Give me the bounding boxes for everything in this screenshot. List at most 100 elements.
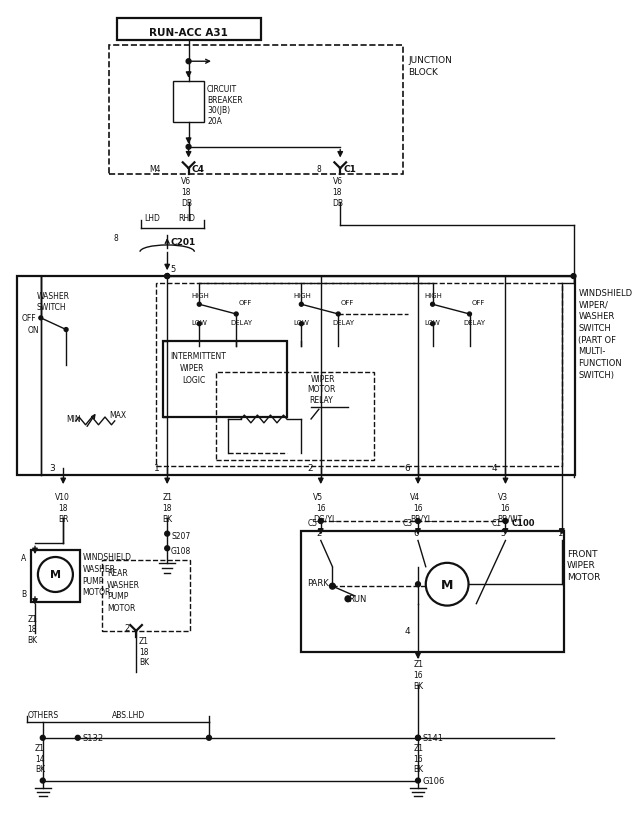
Text: M4: M4	[149, 165, 161, 173]
Text: S132: S132	[83, 733, 104, 742]
Text: 4: 4	[492, 463, 497, 472]
Circle shape	[571, 274, 576, 279]
Text: BK: BK	[413, 764, 423, 773]
Circle shape	[186, 59, 191, 64]
Text: C100: C100	[511, 519, 535, 528]
Text: PUMP: PUMP	[83, 576, 104, 585]
Text: FUNCTION: FUNCTION	[579, 359, 622, 368]
Circle shape	[197, 303, 201, 307]
Text: FRONT: FRONT	[566, 549, 597, 558]
Text: BR: BR	[58, 514, 69, 523]
Circle shape	[76, 736, 80, 741]
Text: (PART OF: (PART OF	[579, 335, 616, 344]
Text: 16: 16	[500, 503, 510, 512]
Text: 5: 5	[500, 528, 506, 538]
Text: A: A	[21, 553, 27, 563]
Text: 18: 18	[163, 503, 172, 512]
Bar	[31, 551, 80, 602]
Text: SWITCH: SWITCH	[579, 324, 611, 333]
Text: M: M	[50, 570, 61, 580]
Text: 16: 16	[413, 670, 423, 680]
Circle shape	[164, 274, 170, 279]
Text: WASHER: WASHER	[579, 312, 614, 321]
Text: Z1: Z1	[35, 743, 45, 752]
Text: S207: S207	[171, 532, 190, 540]
Text: DB: DB	[181, 198, 192, 207]
Text: 18: 18	[58, 503, 68, 512]
Circle shape	[415, 778, 420, 783]
Circle shape	[39, 317, 43, 320]
Text: CIRCUIT: CIRCUIT	[207, 84, 237, 94]
Text: BK: BK	[28, 635, 37, 645]
Text: Z1: Z1	[28, 614, 37, 623]
Circle shape	[415, 736, 420, 741]
Circle shape	[415, 582, 420, 587]
Text: 18: 18	[332, 188, 342, 196]
Bar	[109, 46, 403, 175]
Text: JUNCTION: JUNCTION	[408, 56, 452, 64]
Bar	[102, 560, 189, 631]
Text: WASHER: WASHER	[37, 292, 70, 301]
Text: BR/WT: BR/WT	[498, 514, 523, 523]
Text: 4: 4	[404, 627, 410, 635]
Circle shape	[164, 274, 170, 279]
Text: S141: S141	[423, 733, 444, 742]
Text: C4: C4	[191, 165, 205, 173]
Circle shape	[503, 519, 508, 524]
Text: MOTOR: MOTOR	[107, 604, 135, 612]
Bar	[163, 342, 287, 417]
Text: 8: 8	[114, 233, 118, 242]
Circle shape	[415, 519, 420, 524]
Text: RUN: RUN	[348, 594, 366, 604]
Text: WIPER/: WIPER/	[579, 300, 608, 309]
Text: REAR: REAR	[107, 568, 127, 578]
Text: V6: V6	[181, 177, 191, 186]
Text: BK: BK	[35, 764, 45, 773]
Text: 18: 18	[139, 647, 148, 656]
Text: RHD: RHD	[178, 214, 195, 223]
Text: V5: V5	[313, 492, 323, 502]
Text: OFF: OFF	[340, 300, 353, 306]
Bar	[17, 277, 575, 476]
Text: MULTI-: MULTI-	[579, 347, 605, 356]
Circle shape	[431, 323, 435, 326]
Circle shape	[468, 313, 472, 317]
Text: 18: 18	[181, 188, 190, 196]
Text: LOW: LOW	[294, 319, 310, 325]
Text: G106: G106	[423, 776, 445, 785]
Text: BK: BK	[139, 658, 149, 666]
Bar	[216, 373, 374, 461]
Text: G108: G108	[171, 546, 191, 555]
Circle shape	[415, 736, 420, 741]
Bar	[156, 283, 562, 466]
Text: OFF: OFF	[21, 314, 36, 323]
Text: LOW: LOW	[425, 319, 441, 325]
Circle shape	[207, 736, 211, 741]
Text: INTERMITTENT: INTERMITTENT	[170, 352, 226, 361]
Text: 2: 2	[316, 528, 321, 538]
Text: BR/YL: BR/YL	[410, 514, 432, 523]
Text: 1: 1	[557, 528, 563, 538]
Bar	[116, 19, 260, 41]
Text: 16: 16	[413, 503, 423, 512]
Circle shape	[345, 596, 351, 602]
Text: SWITCH: SWITCH	[37, 303, 67, 311]
Text: 20A: 20A	[207, 117, 222, 126]
Text: MOTOR: MOTOR	[566, 573, 600, 581]
Text: HIGH: HIGH	[294, 293, 312, 298]
Text: V6: V6	[332, 177, 342, 186]
Text: OFF: OFF	[472, 300, 485, 306]
Text: MOTOR: MOTOR	[83, 588, 111, 597]
Text: 16: 16	[413, 754, 423, 762]
Text: 16: 16	[316, 503, 326, 512]
Circle shape	[64, 329, 68, 332]
Circle shape	[40, 736, 45, 741]
Text: Z1: Z1	[413, 743, 423, 752]
Text: C201: C201	[170, 237, 195, 247]
Text: BLOCK: BLOCK	[408, 69, 438, 78]
Text: 30(JB): 30(JB)	[207, 106, 230, 115]
Text: BK: BK	[163, 514, 172, 523]
Text: Z1: Z1	[139, 636, 149, 645]
Text: LOGIC: LOGIC	[183, 375, 206, 385]
Text: MAX: MAX	[109, 410, 126, 419]
